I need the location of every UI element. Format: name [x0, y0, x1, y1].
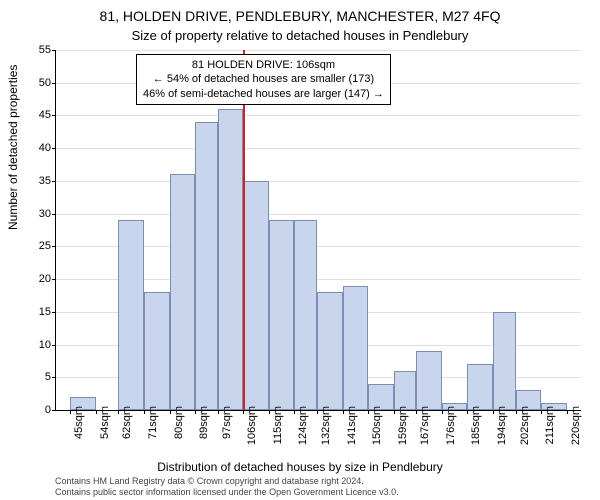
annotation-line3: 46% of semi-detached houses are larger (…	[143, 87, 384, 101]
y-tick-mark	[52, 50, 56, 51]
x-tick-label: 115sqm	[272, 406, 284, 444]
x-tick-label: 202sqm	[519, 406, 531, 445]
x-tick-mark	[195, 410, 196, 414]
y-tick-mark	[52, 279, 56, 280]
x-tick-mark	[218, 410, 219, 414]
y-tick-mark	[52, 148, 56, 149]
x-tick-label: 150sqm	[371, 406, 383, 445]
grid-line	[56, 148, 581, 149]
y-tick-label: 45	[26, 109, 51, 121]
x-tick-mark	[493, 410, 494, 414]
annotation-line1: 81 HOLDEN DRIVE: 106sqm	[143, 58, 384, 72]
x-tick-mark	[317, 410, 318, 414]
x-tick-label: 194sqm	[496, 406, 508, 445]
y-tick-label: 50	[26, 77, 51, 89]
histogram-bar	[394, 371, 417, 410]
y-tick-mark	[52, 214, 56, 215]
histogram-bar	[317, 292, 343, 410]
histogram-bar	[294, 220, 317, 410]
histogram-bar	[343, 286, 369, 410]
chart-subtitle: Size of property relative to detached ho…	[0, 28, 600, 43]
y-tick-mark	[52, 345, 56, 346]
y-tick-mark	[52, 181, 56, 182]
x-tick-label: 220sqm	[570, 406, 582, 445]
footer-line1: Contains HM Land Registry data © Crown c…	[55, 476, 399, 487]
y-tick-mark	[52, 377, 56, 378]
x-tick-mark	[118, 410, 119, 414]
x-tick-mark	[294, 410, 295, 414]
x-tick-mark	[442, 410, 443, 414]
y-tick-mark	[52, 115, 56, 116]
histogram-bar	[493, 312, 516, 410]
x-tick-mark	[467, 410, 468, 414]
y-tick-label: 35	[26, 175, 51, 187]
y-tick-label: 55	[26, 44, 51, 56]
x-tick-label: 89sqm	[198, 406, 210, 439]
x-tick-label: 159sqm	[397, 406, 409, 445]
grid-line	[56, 214, 581, 215]
footer-line2: Contains public sector information licen…	[55, 487, 399, 498]
x-tick-label: 62sqm	[121, 406, 133, 439]
chart-title-address: 81, HOLDEN DRIVE, PENDLEBURY, MANCHESTER…	[0, 8, 600, 24]
histogram-bar	[144, 292, 170, 410]
x-tick-mark	[243, 410, 244, 414]
x-tick-label: 167sqm	[419, 406, 431, 445]
x-tick-label: 97sqm	[221, 406, 233, 439]
y-tick-label: 25	[26, 240, 51, 252]
histogram-bar	[467, 364, 493, 410]
chart-container: 81, HOLDEN DRIVE, PENDLEBURY, MANCHESTER…	[0, 0, 600, 500]
histogram-bar	[118, 220, 144, 410]
y-tick-label: 10	[26, 339, 51, 351]
y-tick-mark	[52, 410, 56, 411]
histogram-bar	[218, 109, 244, 410]
y-tick-label: 0	[26, 404, 51, 416]
x-tick-mark	[416, 410, 417, 414]
y-tick-mark	[52, 246, 56, 247]
histogram-bar	[416, 351, 442, 410]
x-tick-label: 124sqm	[297, 406, 309, 445]
y-tick-label: 5	[26, 371, 51, 383]
grid-line	[56, 181, 581, 182]
x-axis-label: Distribution of detached houses by size …	[0, 460, 600, 474]
grid-line	[56, 50, 581, 51]
y-axis-label: Number of detached properties	[6, 65, 20, 230]
x-tick-mark	[144, 410, 145, 414]
histogram-bar	[269, 220, 295, 410]
x-tick-mark	[541, 410, 542, 414]
y-tick-mark	[52, 83, 56, 84]
x-tick-label: 80sqm	[173, 406, 185, 439]
x-tick-mark	[96, 410, 97, 414]
x-tick-mark	[70, 410, 71, 414]
y-tick-label: 15	[26, 306, 51, 318]
annotation-box: 81 HOLDEN DRIVE: 106sqm ← 54% of detache…	[136, 54, 391, 105]
histogram-bar	[170, 174, 196, 410]
y-tick-label: 20	[26, 273, 51, 285]
y-tick-label: 40	[26, 142, 51, 154]
x-tick-mark	[567, 410, 568, 414]
x-tick-label: 211sqm	[544, 406, 556, 444]
x-tick-mark	[394, 410, 395, 414]
y-tick-mark	[52, 312, 56, 313]
y-tick-label: 30	[26, 208, 51, 220]
x-tick-label: 132sqm	[320, 406, 332, 445]
x-tick-label: 176sqm	[445, 406, 457, 445]
x-tick-mark	[516, 410, 517, 414]
x-tick-label: 141sqm	[346, 406, 358, 445]
x-tick-label: 185sqm	[470, 406, 482, 445]
grid-line	[56, 115, 581, 116]
x-tick-label: 45sqm	[73, 406, 85, 439]
annotation-line2: ← 54% of detached houses are smaller (17…	[143, 72, 384, 86]
plot-area: 051015202530354045505545sqm54sqm62sqm71s…	[55, 50, 581, 411]
footer-text: Contains HM Land Registry data © Crown c…	[55, 476, 399, 498]
x-tick-mark	[343, 410, 344, 414]
x-tick-mark	[170, 410, 171, 414]
x-tick-mark	[368, 410, 369, 414]
x-tick-label: 106sqm	[246, 406, 258, 445]
histogram-bar	[243, 181, 269, 410]
x-tick-label: 54sqm	[99, 406, 111, 439]
histogram-bar	[195, 122, 218, 410]
x-tick-mark	[269, 410, 270, 414]
x-tick-label: 71sqm	[147, 406, 159, 439]
